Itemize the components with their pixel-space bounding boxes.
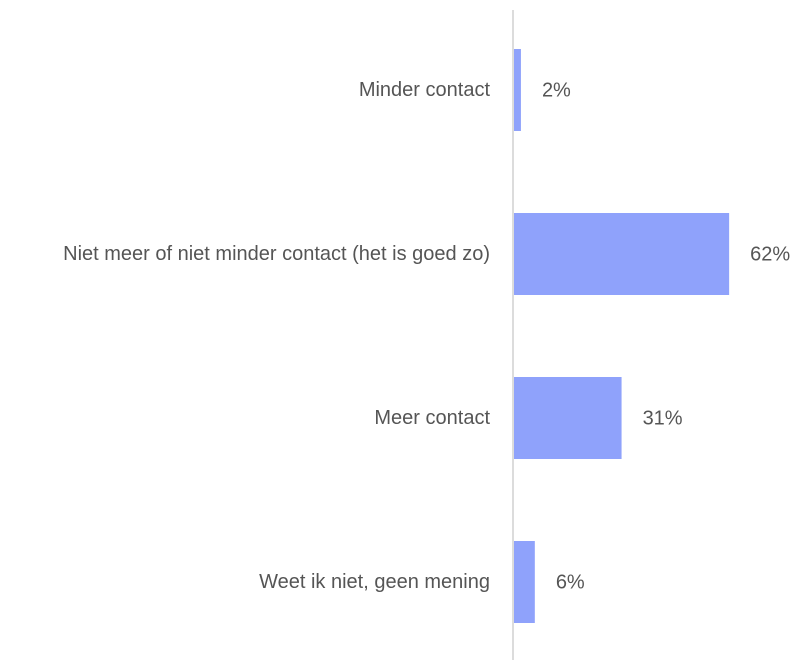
- bar: [514, 49, 521, 131]
- bar: [514, 377, 622, 459]
- value-label: 62%: [750, 243, 790, 265]
- category-label: Minder contact: [358, 79, 490, 101]
- value-label: 2%: [542, 79, 571, 101]
- value-label: 6%: [556, 571, 585, 593]
- bar: [514, 541, 535, 623]
- category-label: Meer contact: [374, 407, 490, 429]
- bar: [514, 213, 730, 295]
- category-label: Niet meer of niet minder contact (het is…: [63, 243, 490, 265]
- value-label: 31%: [643, 407, 683, 429]
- category-label: Weet ik niet, geen mening: [259, 571, 490, 593]
